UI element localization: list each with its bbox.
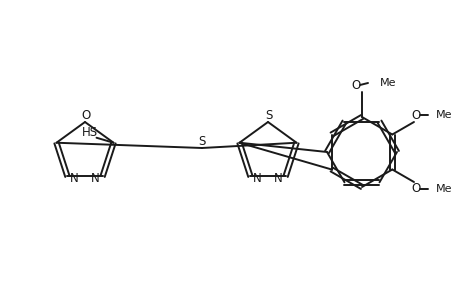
Text: O: O bbox=[351, 79, 360, 92]
Text: N: N bbox=[91, 172, 100, 185]
Text: O: O bbox=[81, 109, 90, 122]
Text: Me: Me bbox=[435, 184, 452, 194]
Text: S: S bbox=[198, 134, 205, 148]
Text: Me: Me bbox=[435, 110, 452, 120]
Text: N: N bbox=[70, 172, 78, 185]
Text: S: S bbox=[265, 109, 272, 122]
Text: N: N bbox=[252, 172, 261, 185]
Text: HS: HS bbox=[81, 126, 97, 139]
Text: Me: Me bbox=[379, 78, 396, 88]
Text: O: O bbox=[410, 109, 420, 122]
Text: O: O bbox=[410, 182, 420, 196]
Text: N: N bbox=[274, 172, 282, 185]
